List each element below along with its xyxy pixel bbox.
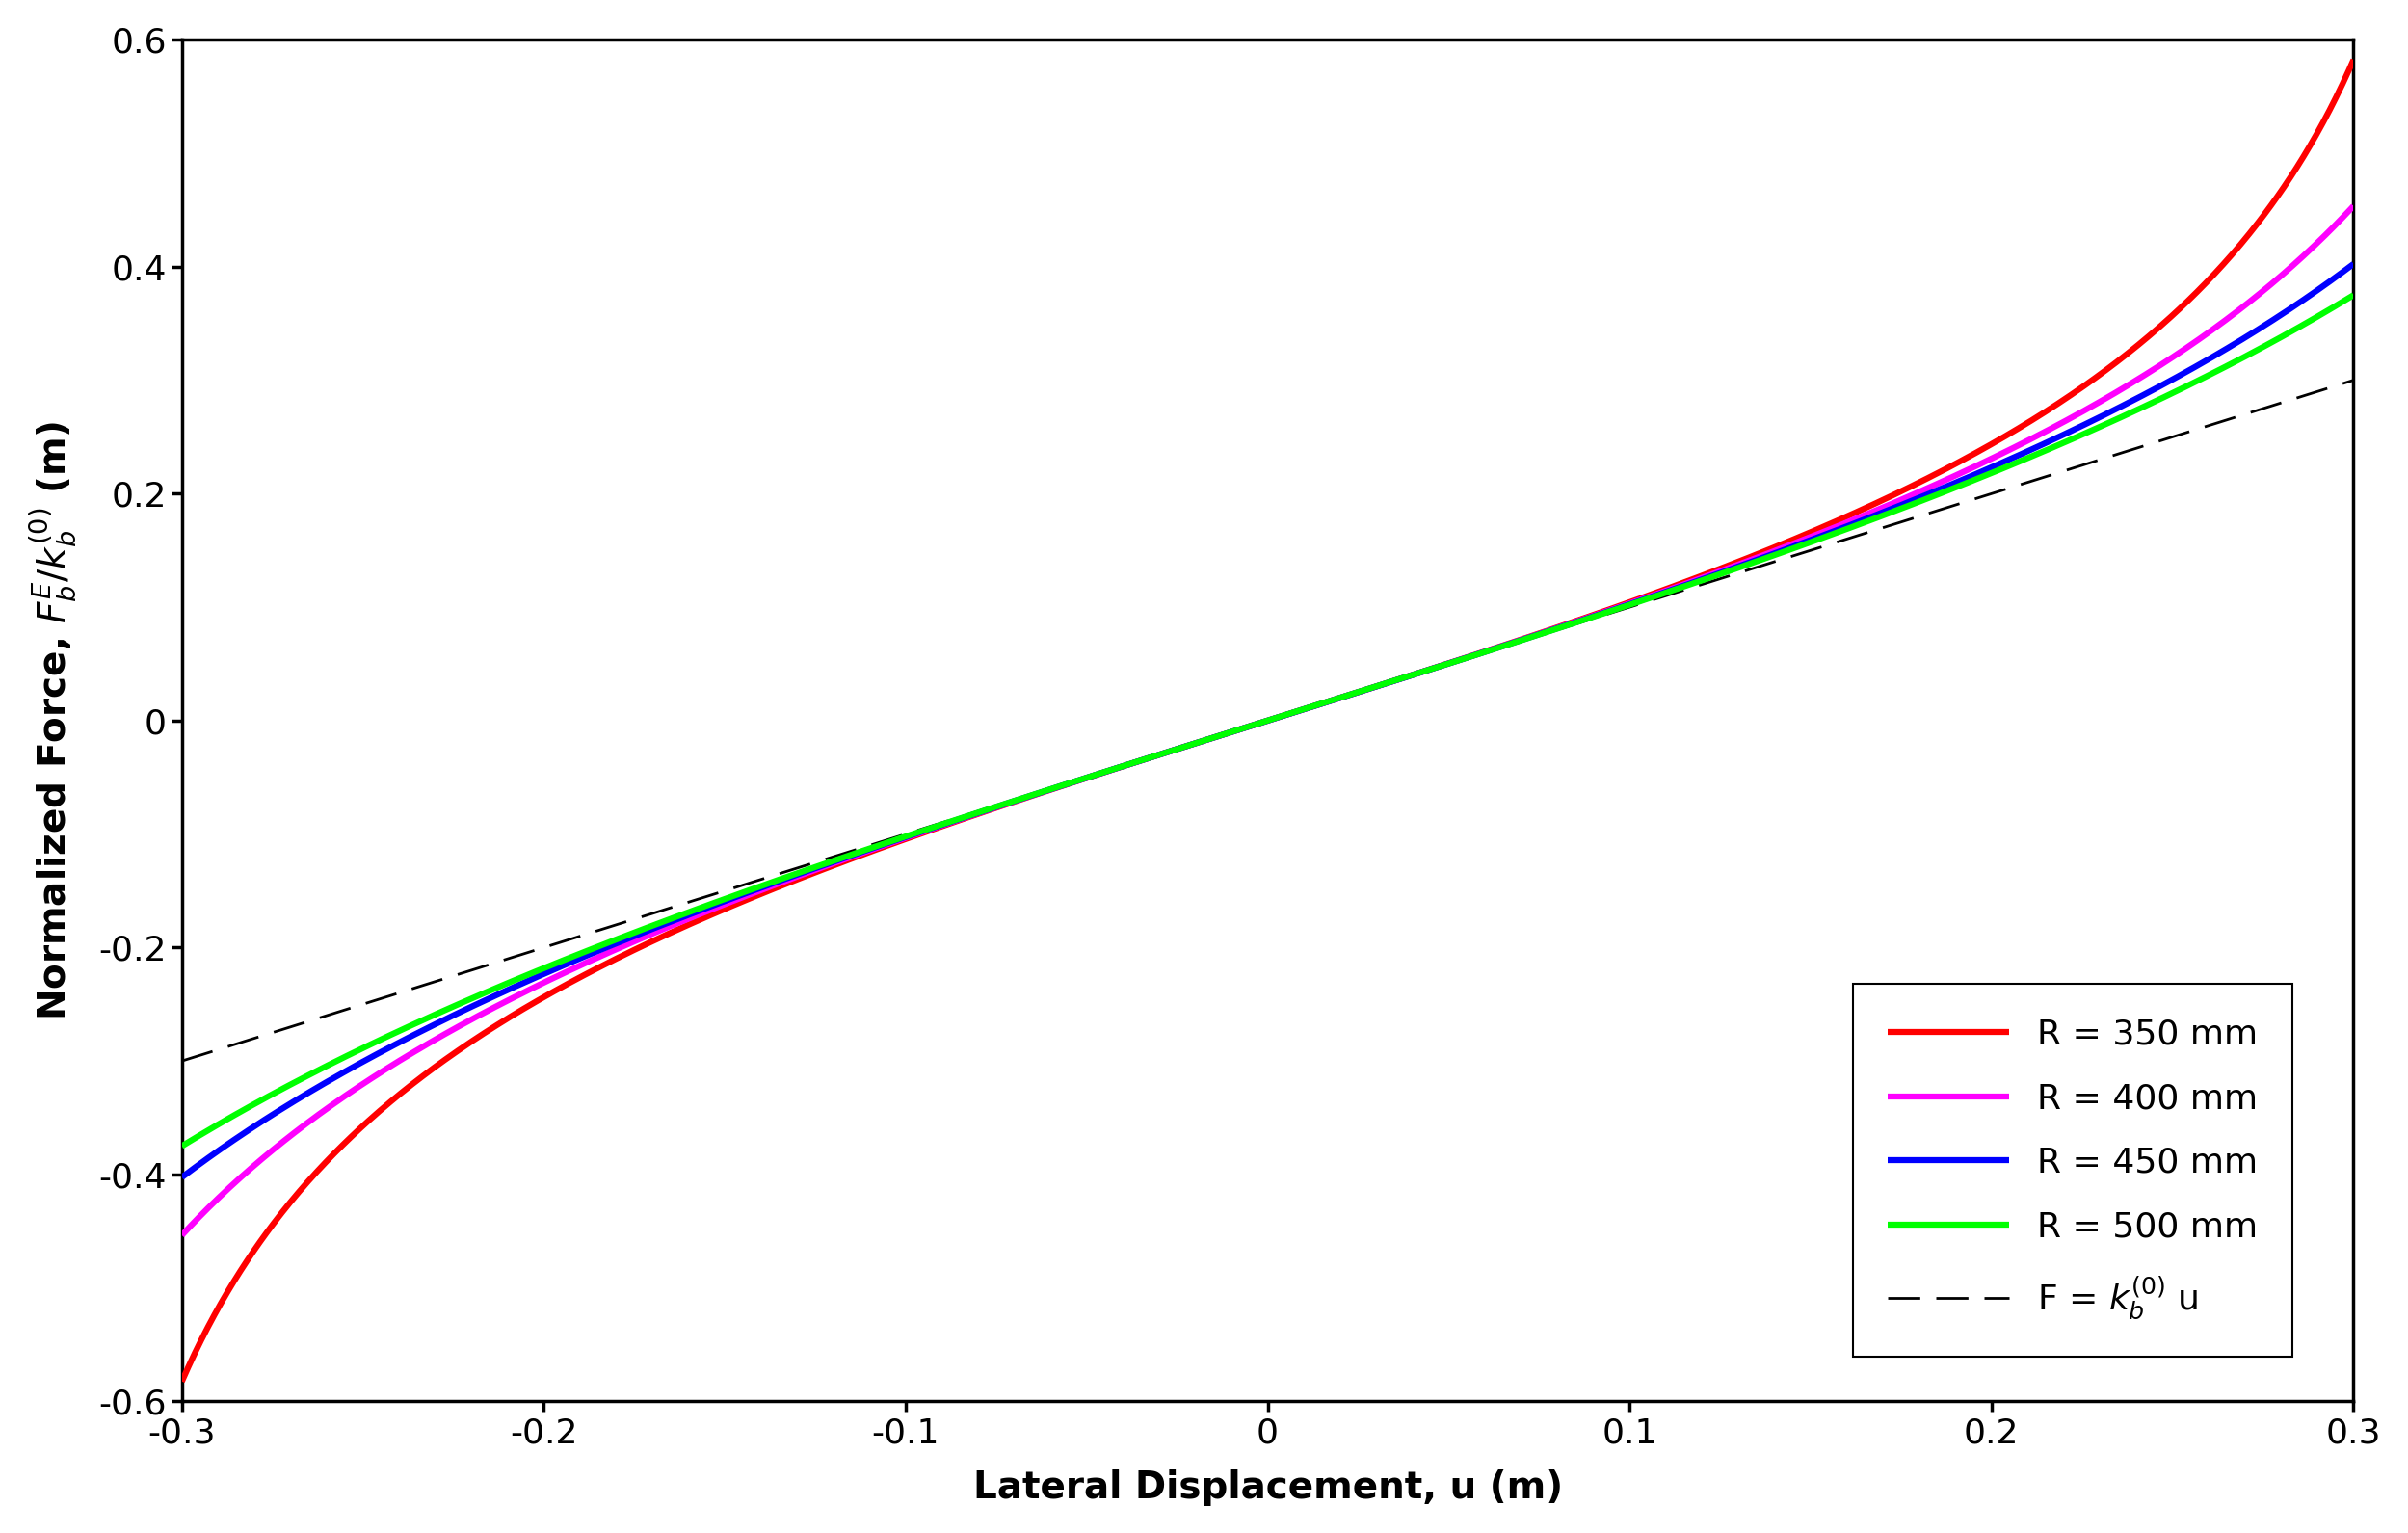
R = 400 mm [1659,579,1688,598]
R = 450 mm [390,1032,419,1050]
Line: R = 400 mm: R = 400 mm [183,205,2353,1236]
R = 350 mm [1900,475,1929,494]
Line: F = $k_b^{(0)}$ u: F = $k_b^{(0)}$ u [183,380,2353,1061]
R = 350 mm [2338,51,2367,69]
F = $k_b^{(0)}$ u [1125,751,1153,770]
R = 500 mm [1861,509,1890,527]
F = $k_b^{(0)}$ u [1045,777,1074,796]
R = 500 mm [169,1137,197,1156]
R = 350 mm [1045,777,1074,796]
R = 400 mm [1045,777,1074,796]
F = $k_b^{(0)}$ u [390,983,419,1001]
F = $k_b^{(0)}$ u [1659,584,1688,602]
R = 500 mm [1659,581,1688,599]
R = 400 mm [1125,753,1153,771]
R = 500 mm [1125,753,1153,771]
R = 500 mm [1045,777,1074,796]
R = 450 mm [1045,777,1074,796]
R = 450 mm [1659,579,1688,598]
R = 350 mm [1659,578,1688,596]
R = 350 mm [1861,494,1890,512]
R = 500 mm [1900,494,1929,512]
R = 450 mm [1125,753,1153,771]
R = 400 mm [1900,484,1929,503]
F = $k_b^{(0)}$ u [1861,521,1890,540]
R = 500 mm [2338,285,2367,304]
R = 450 mm [1861,506,1890,524]
R = 450 mm [2338,254,2367,273]
R = 400 mm [1861,501,1890,520]
R = 350 mm [390,1082,419,1101]
R = 500 mm [390,1019,419,1038]
F = $k_b^{(0)}$ u [2338,371,2367,389]
R = 400 mm [390,1049,419,1067]
Line: R = 450 mm: R = 450 mm [183,264,2353,1177]
Y-axis label: Normalized Force, $F_b^E/k_b^{(0)}$ (m): Normalized Force, $F_b^E/k_b^{(0)}$ (m) [26,420,79,1021]
R = 350 mm [1125,753,1153,771]
R = 350 mm [169,1372,197,1390]
F = $k_b^{(0)}$ u [1900,509,1929,527]
F = $k_b^{(0)}$ u [169,1052,197,1070]
R = 400 mm [169,1226,197,1245]
R = 400 mm [2338,196,2367,215]
Line: R = 500 mm: R = 500 mm [183,294,2353,1147]
X-axis label: Lateral Displacement, u (m): Lateral Displacement, u (m) [973,1470,1563,1507]
R = 450 mm [169,1168,197,1187]
Line: R = 350 mm: R = 350 mm [183,60,2353,1381]
Legend: R = 350 mm, R = 400 mm, R = 450 mm, R = 500 mm, F = $k_b^{(0)}$ u: R = 350 mm, R = 400 mm, R = 450 mm, R = … [1852,983,2292,1357]
R = 450 mm [1900,491,1929,509]
